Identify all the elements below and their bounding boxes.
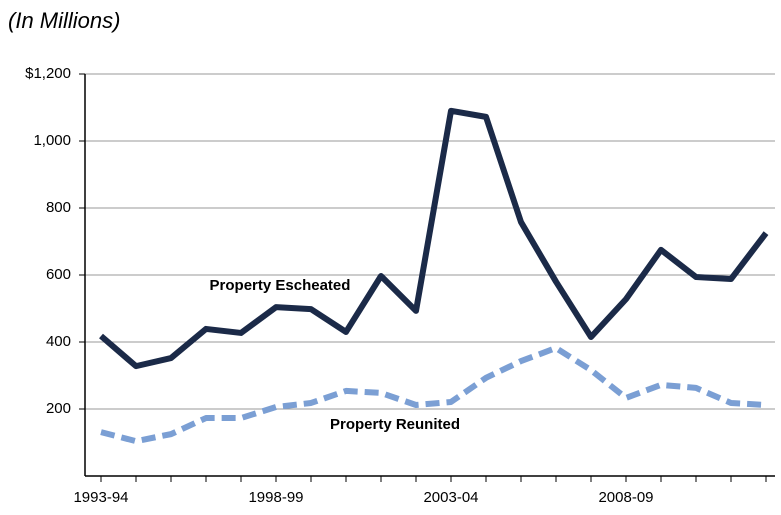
series-label: Property Reunited (330, 416, 460, 433)
y-tick-label: 400 (46, 333, 71, 350)
x-tick-label: 2008-09 (598, 489, 653, 506)
y-tick-label: 600 (46, 266, 71, 283)
y-tick-label: 1,000 (33, 132, 71, 149)
chart-title: (In Millions) (8, 8, 120, 33)
x-tick-label: 1993-94 (73, 489, 128, 506)
series-line (99, 107, 769, 370)
series-line (100, 345, 767, 445)
y-tick-label: 200 (46, 400, 71, 417)
x-tick-label: 2003-04 (423, 489, 478, 506)
series-label: Property Escheated (210, 277, 351, 294)
y-tick-label: $1,200 (25, 65, 71, 82)
x-tick-label: 1998-99 (248, 489, 303, 506)
y-tick-label: 800 (46, 199, 71, 216)
